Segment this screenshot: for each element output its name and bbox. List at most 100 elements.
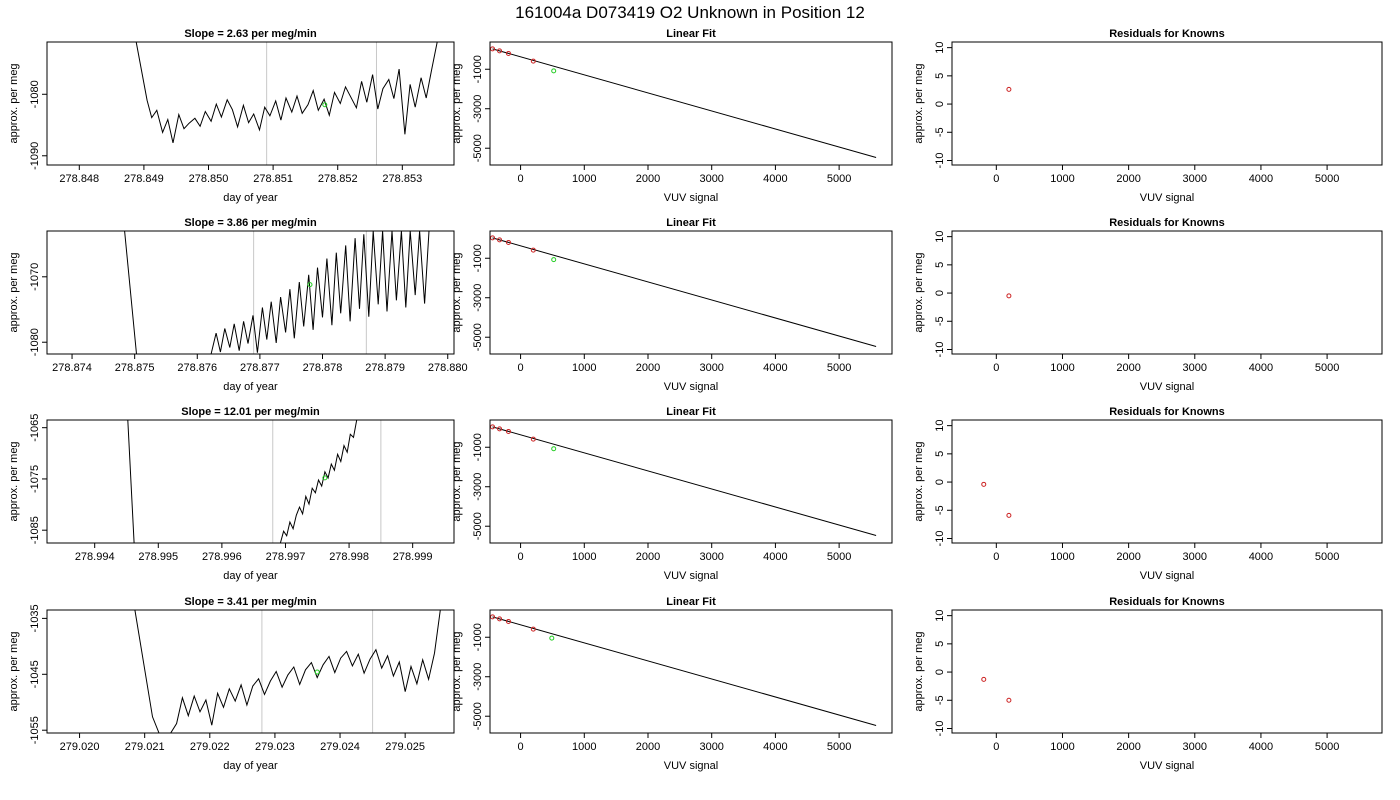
panel-title: Slope = 2.63 per meg/min (184, 28, 317, 40)
x-axis-label: VUV signal (664, 381, 718, 393)
plot-frame (46, 609, 455, 734)
y-tick-label: 5 (934, 641, 946, 647)
data-line (127, 420, 358, 543)
y-tick-label: -10 (934, 153, 946, 169)
x-tick-label: 3000 (1183, 362, 1207, 374)
data-point (549, 635, 555, 641)
plot-area (981, 676, 1012, 703)
plot-frame (951, 419, 1383, 544)
panel-r3-c1: Slope = 12.01 per meg/min 278.994 278.995 2… (8, 406, 455, 582)
y-tick-label: -1080 (29, 328, 41, 356)
y-tick-label: -1045 (29, 660, 41, 688)
x-tick-label: 278.879 (365, 362, 405, 374)
y-tick-label: -1000 (472, 55, 484, 83)
y-tick-label: 10 (934, 420, 946, 432)
y-axis-label: approx. per meg (451, 441, 463, 521)
panel-r1-c1: Slope = 2.63 per meg/min 278.848 278.849 27… (8, 28, 455, 204)
x-axis-label: VUV signal (1140, 381, 1194, 393)
data-point (490, 235, 496, 241)
data-point (505, 239, 511, 245)
y-tick-label: 0 (934, 479, 946, 485)
y-tick-label: -1085 (29, 516, 41, 544)
y-tick-label: -5000 (472, 323, 484, 351)
y-axis-label: approx. per meg (451, 63, 463, 143)
y-axis-label: approx. per meg (913, 441, 925, 521)
y-axis-label: approx. per meg (8, 441, 20, 521)
panel-title: Residuals for Knowns (1109, 28, 1225, 40)
plot-area (127, 420, 358, 543)
y-axis-label: approx. per meg (451, 631, 463, 711)
x-tick-label: 278.994 (75, 551, 115, 563)
y-tick-label: -1075 (29, 465, 41, 493)
y-tick-label: -1000 (472, 244, 484, 272)
panel-title: Linear Fit (666, 217, 716, 229)
x-tick-label: 4000 (763, 362, 787, 374)
x-tick-label: 279.022 (190, 741, 230, 753)
y-tick-label: -5 (934, 316, 946, 326)
x-axis-label: VUV signal (664, 570, 718, 582)
x-tick-label: 278.999 (393, 551, 433, 563)
data-point (314, 669, 320, 675)
x-tick-label: 2000 (636, 551, 660, 563)
x-axis-label: day of year (223, 381, 278, 393)
x-tick-label: 1000 (1050, 362, 1074, 374)
x-tick-label: 5000 (827, 741, 851, 753)
y-tick-label: -1070 (29, 263, 41, 291)
x-axis-label: day of year (223, 760, 278, 772)
data-line (492, 426, 877, 536)
x-tick-label: 1000 (572, 551, 596, 563)
x-axis-label: day of year (223, 192, 278, 204)
y-tick-label: -5000 (472, 134, 484, 162)
data-point (1006, 512, 1012, 518)
plot-area (981, 481, 1012, 518)
x-axis-label: VUV signal (664, 760, 718, 772)
data-point (505, 50, 511, 56)
y-tick-label: -1000 (472, 433, 484, 461)
data-point (1006, 697, 1012, 703)
x-tick-label: 0 (518, 362, 524, 374)
panel-r2-c2: Linear Fit 0 1000 2000 3000 4000 5000 VUV signa… (451, 217, 893, 393)
y-tick-label: -5000 (472, 512, 484, 540)
data-point (322, 102, 328, 108)
x-tick-label: 4000 (763, 551, 787, 563)
panel-title: Linear Fit (666, 596, 716, 608)
data-point (505, 428, 511, 434)
x-tick-label: 4000 (763, 741, 787, 753)
x-tick-label: 279.025 (385, 741, 425, 753)
x-tick-label: 3000 (1183, 173, 1207, 185)
panel-title: Residuals for Knowns (1109, 406, 1225, 418)
chart-grid: Slope = 2.63 per meg/min 278.848 278.849 27… (8, 28, 1383, 772)
y-tick-label: -1080 (29, 80, 41, 108)
plot-frame (46, 41, 455, 166)
x-tick-label: 5000 (1315, 551, 1339, 563)
plot-area (135, 42, 438, 144)
data-point (551, 68, 557, 74)
panel-title: Slope = 3.86 per meg/min (184, 217, 317, 229)
y-tick-label: -1035 (29, 604, 41, 632)
data-point (1006, 293, 1012, 299)
y-tick-label: 10 (934, 231, 946, 243)
data-point (490, 46, 496, 52)
x-tick-label: 278.852 (318, 173, 358, 185)
y-tick-label: -3000 (472, 284, 484, 312)
x-tick-label: 4000 (1249, 362, 1273, 374)
x-axis-label: VUV signal (1140, 570, 1194, 582)
y-tick-label: -1000 (472, 623, 484, 651)
x-tick-label: 278.853 (382, 173, 422, 185)
y-tick-label: -5 (934, 505, 946, 515)
data-point (981, 676, 987, 682)
x-tick-label: 278.996 (202, 551, 242, 563)
x-tick-label: 278.876 (177, 362, 217, 374)
data-point (530, 436, 536, 442)
x-tick-label: 1000 (1050, 551, 1074, 563)
x-axis-label: VUV signal (1140, 192, 1194, 204)
x-tick-label: 2000 (1116, 551, 1140, 563)
panel-title: Slope = 3.41 per meg/min (184, 596, 317, 608)
x-tick-label: 4000 (1249, 173, 1273, 185)
x-tick-label: 5000 (827, 362, 851, 374)
x-tick-label: 1000 (572, 173, 596, 185)
panel-r1-c3: Residuals for Knowns 0 1000 2000 3000 4000 500… (913, 28, 1383, 204)
y-tick-label: 5 (934, 73, 946, 79)
data-point (1006, 86, 1012, 92)
plot-frame (489, 230, 893, 355)
